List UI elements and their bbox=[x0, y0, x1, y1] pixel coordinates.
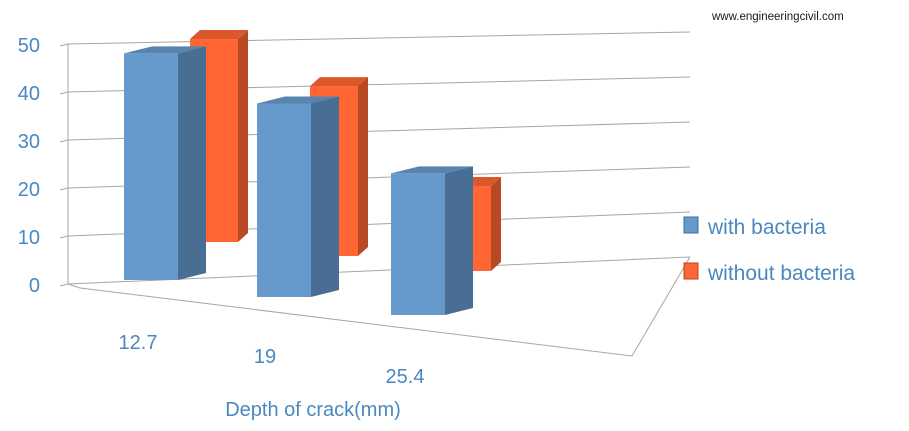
y-tick-label: 30 bbox=[18, 131, 40, 153]
y-tick-mark bbox=[59, 139, 69, 143]
x-axis-label: Depth of crack(mm) bbox=[225, 399, 401, 421]
y-tick-labels: 0 10 20 30 40 50 bbox=[18, 35, 40, 297]
floor-edge bbox=[79, 256, 691, 357]
bar-side bbox=[445, 166, 473, 315]
bar-front bbox=[124, 53, 178, 280]
y-tick-mark bbox=[59, 235, 69, 239]
legend-label: without bacteria bbox=[707, 262, 855, 285]
legend: with bacteria without bacteria bbox=[683, 216, 855, 285]
y-tick-mark bbox=[59, 91, 69, 95]
bar-top bbox=[124, 46, 206, 54]
bar-front bbox=[391, 173, 445, 315]
y-tick-label: 40 bbox=[18, 83, 40, 105]
bar-with-bacteria bbox=[391, 166, 473, 315]
y-tick-label: 0 bbox=[29, 275, 40, 297]
legend-swatch bbox=[683, 262, 699, 280]
bar-top bbox=[257, 96, 339, 104]
legend-swatch bbox=[683, 216, 699, 234]
y-tick-mark bbox=[59, 43, 69, 47]
y-tick-label: 20 bbox=[18, 179, 40, 201]
y-axis-line bbox=[67, 44, 81, 289]
bars bbox=[124, 30, 501, 315]
bar-side bbox=[491, 177, 501, 271]
bar-side bbox=[178, 46, 206, 281]
bar-side bbox=[238, 30, 248, 242]
y-tick-mark bbox=[59, 187, 69, 191]
bar-top bbox=[310, 77, 368, 87]
bar-side bbox=[311, 96, 339, 297]
x-tick-labels: 12.7 19 25.4 bbox=[119, 332, 425, 388]
bar-with-bacteria bbox=[124, 46, 206, 281]
watermark-text: www.engineeringcivil.com bbox=[712, 11, 844, 23]
x-tick-label: 19 bbox=[254, 346, 276, 368]
legend-label: with bacteria bbox=[707, 216, 826, 239]
x-tick-label: 12.7 bbox=[119, 332, 158, 354]
bar-with-bacteria bbox=[257, 96, 339, 297]
y-tick-mark bbox=[59, 283, 69, 287]
x-tick-label: 25.4 bbox=[386, 366, 425, 388]
y-tick-label: 50 bbox=[18, 35, 40, 57]
y-tick-label: 10 bbox=[18, 227, 40, 249]
bar-front bbox=[257, 103, 311, 297]
bar-side bbox=[358, 77, 368, 256]
gridline bbox=[67, 31, 691, 45]
bar-top bbox=[391, 166, 473, 174]
bar-top bbox=[190, 30, 248, 39]
